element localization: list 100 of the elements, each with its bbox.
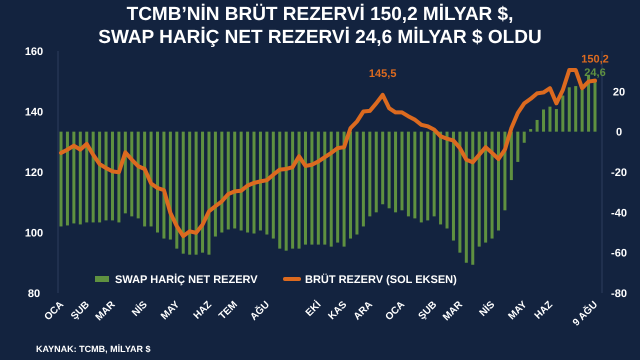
- bar: [272, 132, 275, 239]
- x-tick-label: NİS: [476, 298, 498, 319]
- bar: [182, 132, 185, 254]
- bar: [471, 132, 474, 265]
- bar: [85, 132, 88, 222]
- y-tick-label: 80: [28, 288, 40, 300]
- data-label: 150,2: [581, 54, 609, 66]
- bar: [484, 132, 488, 243]
- bar: [594, 82, 596, 132]
- y-tick-label: 160: [24, 46, 44, 58]
- bar: [490, 132, 494, 239]
- bar: [298, 132, 301, 249]
- bar: [316, 132, 320, 245]
- bar: [246, 132, 250, 232]
- bar: [201, 132, 204, 253]
- y2-tick-label: 20: [612, 86, 626, 98]
- bar: [536, 120, 539, 132]
- bar: [452, 132, 455, 241]
- bar: [458, 132, 462, 253]
- bar: [220, 132, 224, 232]
- bar: [374, 132, 378, 212]
- bar: [78, 132, 82, 224]
- bar: [156, 132, 160, 232]
- bar: [349, 132, 352, 239]
- data-label: 24,6: [584, 67, 606, 80]
- y2-tick-label: 0: [616, 126, 622, 139]
- bar: [175, 132, 178, 249]
- x-tick-label: NİS: [129, 298, 150, 319]
- bar: [446, 132, 449, 228]
- bar: [426, 132, 430, 220]
- bar: [258, 132, 262, 230]
- bar: [510, 132, 513, 180]
- bar: [104, 132, 108, 220]
- bar: [522, 132, 526, 143]
- bar: [278, 132, 282, 249]
- bar: [110, 132, 114, 220]
- bar: [194, 132, 198, 255]
- bar: [406, 132, 410, 216]
- bar: [233, 132, 236, 228]
- bar: [413, 132, 416, 218]
- legend-label: BRÜT REZERV (SOL EKSEN): [305, 273, 458, 286]
- bar: [60, 132, 62, 226]
- x-tick-label: EKİ: [303, 298, 324, 319]
- bar: [310, 132, 314, 245]
- bar: [98, 132, 102, 222]
- bar: [400, 132, 404, 210]
- bar: [368, 132, 372, 216]
- bar: [432, 132, 436, 216]
- y-tick-label: 140: [24, 106, 44, 118]
- bar: [478, 132, 481, 247]
- data-label: 145,5: [368, 68, 396, 80]
- y-tick-label: 100: [24, 228, 44, 240]
- bar: [66, 132, 69, 226]
- bar: [362, 132, 365, 226]
- bar: [548, 106, 552, 132]
- text: KAYNAK: TCMB, MİLYAR $: [36, 344, 151, 354]
- chart-title: TCMB’NİN BRÜT REZERVİ 150,2 MİLYAR $, SWAP HARİÇ NET REZERVİ 24,6 MİLYAR $ OLDU: [98, 3, 542, 48]
- y2-tick-label: -80: [611, 288, 627, 300]
- bar: [516, 132, 520, 162]
- bar: [143, 132, 146, 226]
- bar: [162, 132, 166, 239]
- bar: [568, 87, 571, 132]
- bar: [464, 132, 468, 263]
- bar: [342, 132, 346, 247]
- bar: [252, 132, 256, 234]
- bar: [323, 132, 326, 245]
- bar: [561, 96, 564, 132]
- y2-tick-label: -40: [611, 207, 627, 220]
- bar: [150, 132, 153, 226]
- bar: [265, 132, 268, 235]
- bar: [72, 132, 76, 224]
- bar: [496, 132, 500, 230]
- bar: [214, 132, 217, 237]
- bar: [574, 86, 578, 132]
- bar: [542, 109, 546, 132]
- bar: [207, 132, 210, 255]
- bar: [529, 129, 532, 132]
- bar: [394, 132, 398, 212]
- bar: [420, 132, 423, 222]
- bar: [439, 132, 442, 224]
- y-tick-label: 120: [24, 167, 44, 179]
- y2-tick-label: -20: [611, 167, 627, 179]
- bar: [388, 132, 391, 208]
- bar: [136, 132, 140, 218]
- bar: [92, 132, 95, 222]
- bar: [336, 132, 340, 243]
- bar: [284, 132, 288, 251]
- bar: [240, 132, 243, 230]
- bar: [554, 109, 558, 132]
- y2-tick-label: -60: [611, 248, 627, 260]
- bar: [304, 132, 307, 245]
- bar: [381, 132, 384, 204]
- bar: [226, 132, 230, 230]
- bar: [330, 132, 333, 247]
- bar: [355, 132, 358, 235]
- bar: [188, 132, 192, 255]
- legend-label: SWAP HARİÇ NET REZERV: [115, 273, 258, 286]
- bar: [291, 132, 294, 249]
- bar: [580, 90, 584, 132]
- bar: [130, 132, 134, 216]
